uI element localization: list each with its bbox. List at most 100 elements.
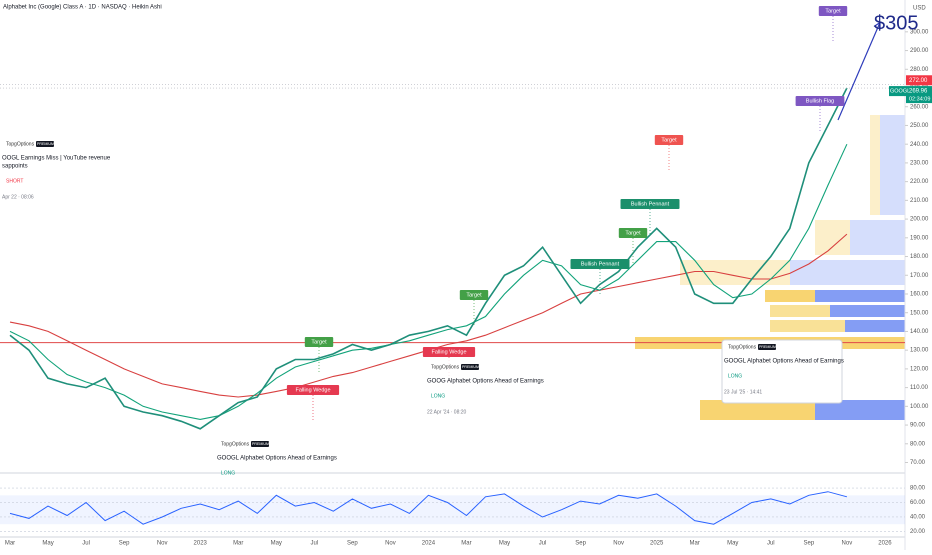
price-line: [9, 87, 848, 430]
annotation-box: [654, 135, 684, 145]
x-tick-label: May: [727, 541, 738, 547]
rsi-tick-label: 80.00: [910, 486, 926, 492]
x-tick-label: 2025: [650, 541, 664, 547]
y-tick-label: 90.00: [910, 423, 926, 429]
x-tick-label: Sep: [575, 541, 586, 547]
card-badge: [461, 364, 479, 370]
y-tick-label: 220.00: [910, 179, 929, 185]
x-tick-label: May: [42, 541, 53, 547]
y-tick-label: 80.00: [910, 441, 926, 447]
volume-profile: [635, 115, 905, 420]
card-title: sappoints: [2, 164, 28, 170]
y-tick-label: 110.00: [910, 385, 929, 391]
y-tick-label: 240.00: [910, 142, 929, 148]
y-tick-label: 100.00: [910, 404, 929, 410]
y-tick-label: 200.00: [910, 217, 929, 223]
annotation-box: [286, 385, 340, 395]
idea-card: [721, 339, 843, 404]
y-tick-label: 150.00: [910, 310, 929, 316]
x-tick-label: Jul: [767, 541, 775, 547]
x-tick-label: Jul: [310, 541, 318, 547]
y-tick-label: 120.00: [910, 366, 929, 372]
card-badge: [36, 141, 54, 147]
y-tick-label: 170.00: [910, 273, 929, 279]
rsi-tick-label: 20.00: [910, 529, 926, 535]
chart-title: Alphabet Inc (Google) Class A · 1D · NAS…: [3, 5, 162, 11]
y-tick-label: 130.00: [910, 348, 929, 354]
price-tag-label: 269.96: [909, 89, 928, 95]
annotation-label: Target: [466, 292, 482, 298]
card-badge: [251, 441, 269, 447]
symbol-tag-label: GOOGL: [890, 89, 910, 95]
arrow-head: [873, 21, 881, 30]
symbol-tag: [889, 86, 906, 97]
annotation-label: Bullish Pennant: [631, 201, 670, 207]
rsi-band: [0, 495, 905, 525]
card-side: LONG: [728, 373, 742, 379]
y-tick-label: 290.00: [910, 48, 929, 54]
y-tick-label: 250.00: [910, 123, 929, 129]
y-tick-label: 210.00: [910, 198, 929, 204]
x-tick-label: Jul: [82, 541, 90, 547]
rsi-line: [9, 491, 848, 525]
annotation-box: [795, 96, 845, 106]
target-label: $305: [874, 12, 919, 34]
card-side: SHORT: [6, 178, 23, 184]
card-side: LONG: [221, 470, 235, 476]
annotation-label: Target: [311, 339, 327, 345]
annotation-label: Falling Wedge: [431, 349, 466, 355]
rsi-tick-label: 40.00: [910, 515, 926, 521]
card-title: GOOGL Alphabet Options Ahead of Earnings: [217, 456, 337, 462]
x-tick-label: Nov: [613, 541, 624, 547]
x-tick-label: Mar: [690, 541, 700, 547]
x-tick-label: 2023: [194, 541, 208, 547]
annotation-box: [304, 337, 334, 347]
card-author: TopgOptions: [728, 344, 757, 350]
annotation-label: Target: [625, 230, 641, 236]
x-tick-label: 2024: [422, 541, 436, 547]
annotation-box: [620, 199, 680, 209]
x-tick-label: May: [271, 541, 282, 547]
y-tick-label: 300.00: [910, 29, 929, 35]
idea-card: [215, 437, 335, 470]
y-tick-label: 230.00: [910, 160, 929, 166]
card-title: OOGL Earnings Miss | YouTube revenue: [2, 156, 111, 162]
annotation-box: [422, 347, 476, 357]
y-tick-label: 260.00: [910, 104, 929, 110]
x-tick-label: Sep: [803, 541, 814, 547]
annotation-label: Target: [661, 137, 677, 143]
annotation-label: Bullish Flag: [806, 98, 834, 104]
x-tick-label: Jul: [539, 541, 547, 547]
y-tick-label: 160.00: [910, 292, 929, 298]
card-side: LONG: [431, 393, 445, 399]
x-tick-label: 2026: [878, 541, 892, 547]
card-badge-label: PREMIUM: [462, 365, 479, 369]
annotation-label: Falling Wedge: [295, 387, 330, 393]
card-badge-label: PREMIUM: [37, 142, 54, 146]
card-badge-label: PREMIUM: [252, 442, 269, 446]
x-tick-label: Nov: [385, 541, 396, 547]
x-tick-label: Mar: [233, 541, 243, 547]
card-date: 22 Apr '24 · 08:20: [427, 409, 467, 415]
annotation-label: Target: [825, 8, 841, 14]
y-tick-label: 140.00: [910, 329, 929, 335]
card-author: TopgOptions: [221, 441, 250, 447]
x-tick-label: May: [499, 541, 510, 547]
price-tag-label: 272.00: [909, 78, 928, 84]
y-tick-label: 280.00: [910, 67, 929, 73]
idea-card: [425, 360, 560, 423]
x-tick-label: Sep: [347, 541, 358, 547]
card-date: Apr 22 · 08:06: [2, 194, 34, 200]
card-title: GOOGL Alphabet Options Ahead of Earnings: [724, 359, 844, 365]
currency-label: USD: [913, 6, 926, 12]
countdown: 02:34:09: [909, 97, 930, 103]
rsi-tick-label: 60.00: [910, 500, 926, 506]
card-date: 23 Jul '25 · 14:41: [724, 389, 762, 395]
card-author: TopgOptions: [431, 364, 460, 370]
y-tick-label: 180.00: [910, 254, 929, 260]
y-tick-label: 70.00: [910, 460, 926, 466]
annotation-box: [570, 259, 630, 269]
x-tick-label: Nov: [842, 541, 853, 547]
target-arrow: [837, 22, 881, 121]
